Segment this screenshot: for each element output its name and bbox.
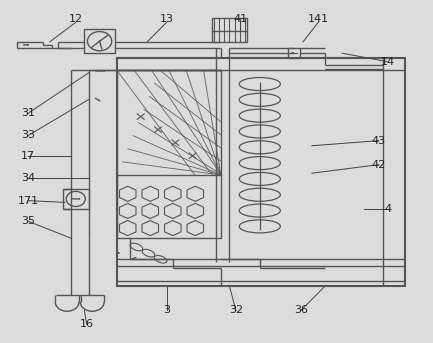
Text: 31: 31 xyxy=(21,108,35,118)
Text: 141: 141 xyxy=(308,14,329,24)
Text: 35: 35 xyxy=(21,216,35,226)
Bar xyxy=(84,29,115,53)
Text: 16: 16 xyxy=(80,319,94,329)
Text: 12: 12 xyxy=(69,14,83,24)
Text: 33: 33 xyxy=(21,130,35,141)
Text: 13: 13 xyxy=(160,14,174,24)
Text: 32: 32 xyxy=(229,305,243,316)
Text: 34: 34 xyxy=(21,173,35,184)
Text: 4: 4 xyxy=(384,204,391,214)
Bar xyxy=(117,58,405,286)
Text: 43: 43 xyxy=(372,135,386,146)
Text: 171: 171 xyxy=(18,196,39,206)
Text: 17: 17 xyxy=(21,151,35,161)
Bar xyxy=(288,48,300,58)
Text: 41: 41 xyxy=(233,14,247,24)
Text: 42: 42 xyxy=(372,159,386,170)
Text: 36: 36 xyxy=(294,305,308,316)
Text: 3: 3 xyxy=(163,305,170,316)
Text: 14: 14 xyxy=(381,57,394,67)
Bar xyxy=(212,18,247,42)
Bar xyxy=(63,189,89,209)
Bar xyxy=(117,70,221,238)
